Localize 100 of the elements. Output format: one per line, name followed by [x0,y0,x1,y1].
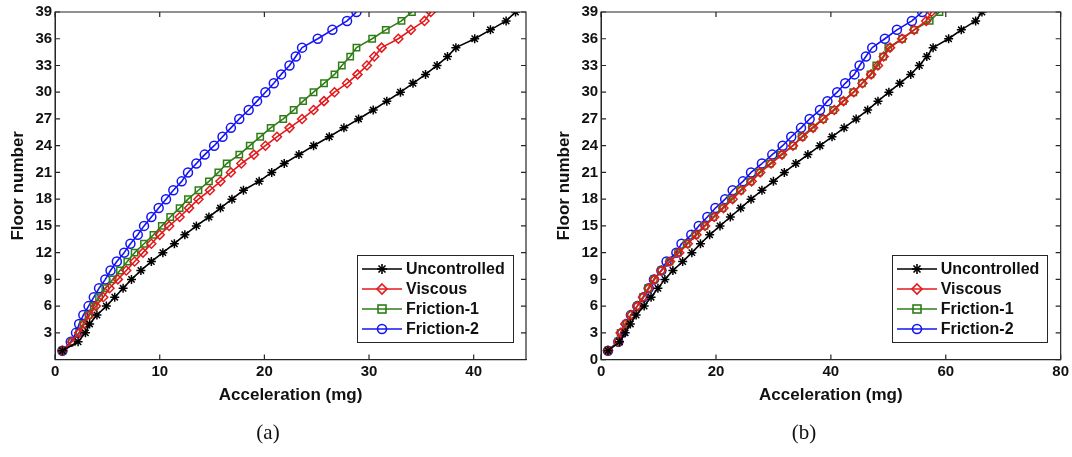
y-tick-label: 3 [589,323,599,340]
point [450,42,462,53]
point [970,15,981,27]
point [105,265,116,276]
y-tick-label: 18 [35,189,53,207]
x-tick-label: 30 [360,361,378,379]
point [638,300,650,312]
point [777,140,788,151]
point [245,141,254,150]
point [121,265,132,276]
point [921,51,933,62]
point [814,104,826,116]
point [251,95,263,107]
point [338,122,350,134]
point [203,211,215,223]
legend-label: Viscous [406,279,468,298]
legend-label: Friction-1 [406,299,479,318]
y-tick-label: 24 [581,135,599,153]
point [179,229,191,241]
point [160,193,172,205]
point [469,33,480,44]
point [146,238,157,249]
point [146,211,157,223]
point [661,256,672,267]
point [95,293,103,302]
point [735,202,746,214]
point [745,167,757,178]
point [225,167,237,178]
point [101,284,110,293]
point [163,220,175,232]
point [925,16,934,25]
point [222,159,231,168]
point [238,185,249,196]
point [704,229,715,241]
point [862,104,873,116]
point [485,24,496,36]
point [308,140,319,151]
point [804,113,815,125]
point [284,122,295,134]
point [405,24,417,36]
point [129,256,140,267]
y-tick-label: 6 [589,296,599,314]
point [116,266,124,275]
point [376,42,387,53]
point [130,248,139,257]
point [814,140,826,151]
point [630,309,642,321]
point [407,78,419,89]
y-tick-label: 33 [581,55,599,73]
point [215,202,226,214]
point [260,86,271,98]
point [802,149,814,160]
point [737,176,749,187]
x-tick-label: 80 [1052,361,1069,379]
point [906,15,918,27]
point [157,247,169,258]
point [645,291,657,303]
text: (a) [255,420,281,445]
point [248,149,260,160]
point [260,140,271,151]
point [822,95,833,107]
point [891,24,903,36]
point [872,95,884,107]
point [89,302,98,311]
point [795,122,807,134]
point [275,69,287,80]
point [91,309,103,321]
point [153,202,164,214]
text: (b) [790,420,818,445]
legend-label: Uncontrolled [940,259,1040,278]
point [710,202,721,214]
point [166,213,175,221]
point [442,51,453,62]
y-tick-label: 30 [35,82,53,100]
y-tick-label: 9 [43,269,53,287]
point [109,291,120,303]
point [199,149,210,160]
point [84,318,95,330]
point [879,33,891,44]
point [838,122,850,134]
legend-label: Friction-2 [940,319,1014,338]
point [138,220,150,232]
point [831,86,843,98]
point [318,95,330,107]
point [905,69,916,80]
point [381,25,390,34]
y-tick-label: 3 [43,323,53,340]
point [284,60,295,71]
x-tick-label: 20 [707,361,725,379]
point [174,211,185,223]
point [296,42,308,53]
y-tick-label: 12 [35,242,53,260]
y-tick-label: 36 [35,28,53,46]
point [204,185,216,196]
point [176,176,187,187]
x-axis-title: Acceleration (mg) [218,385,363,405]
point [243,104,254,116]
point [126,274,137,285]
point [97,291,109,303]
point [111,256,123,267]
